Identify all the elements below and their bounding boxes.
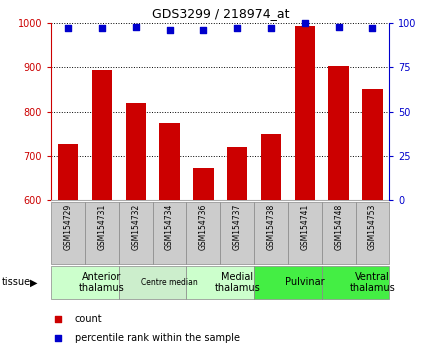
Text: Ventral
thalamus: Ventral thalamus [350,272,395,293]
Bar [119,202,153,264]
Bar [295,26,315,200]
Text: count: count [75,314,102,324]
Text: Anterior
thalamus: Anterior thalamus [79,272,125,293]
Bar [261,134,281,200]
Text: GSM154753: GSM154753 [368,204,377,250]
Text: ▶: ▶ [30,277,38,287]
Text: GSM154737: GSM154737 [233,204,242,250]
Text: tissue: tissue [2,277,31,287]
Bar [186,202,220,264]
Bar [362,89,383,200]
Point [335,24,342,29]
Text: GSM154731: GSM154731 [97,204,106,250]
Text: Medial
thalamus: Medial thalamus [214,272,260,293]
Bar [220,202,254,264]
Bar [153,202,186,264]
Bar [288,202,322,264]
Bar [356,202,389,264]
Text: GSM154748: GSM154748 [334,204,343,250]
Text: GSM154729: GSM154729 [64,204,73,250]
Bar [58,144,78,200]
Text: GSM154741: GSM154741 [300,204,309,250]
Text: GSM154738: GSM154738 [267,204,275,250]
Point [54,336,61,341]
Bar [85,202,119,264]
Bar [227,147,247,200]
Text: Centre median: Centre median [141,278,198,287]
Bar [119,266,186,299]
Text: GSM154736: GSM154736 [199,204,208,250]
Text: GSM154732: GSM154732 [131,204,140,250]
Point [54,316,61,322]
Point [98,25,105,31]
Text: Pulvinar: Pulvinar [285,277,325,287]
Bar [193,168,214,200]
Point [200,27,207,33]
Point [166,27,173,33]
Text: percentile rank within the sample: percentile rank within the sample [75,333,240,343]
Point [301,20,308,26]
Point [65,25,72,31]
Bar [254,266,322,299]
Bar [322,266,389,299]
Bar [322,202,356,264]
Bar [51,202,85,264]
Bar [159,122,180,200]
Bar [125,103,146,200]
Point [234,25,241,31]
Point [267,25,275,31]
Text: GSM154734: GSM154734 [165,204,174,250]
Bar [328,66,349,200]
Bar [186,266,254,299]
Title: GDS3299 / 218974_at: GDS3299 / 218974_at [152,7,289,21]
Bar [92,70,112,200]
Bar [254,202,288,264]
Point [132,24,139,29]
Bar [51,266,119,299]
Point [369,25,376,31]
